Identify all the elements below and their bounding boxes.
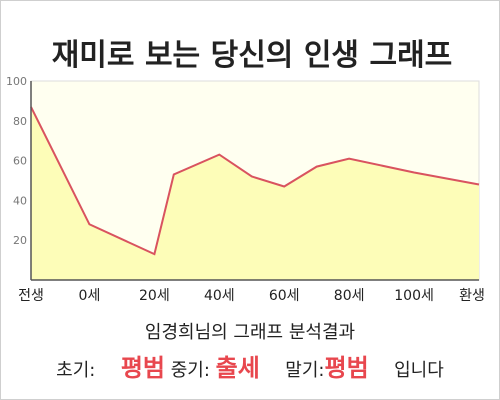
x-tick-label: 80세: [334, 288, 365, 304]
chart-title: 재미로 보는 당신의 인생 그래프: [52, 38, 453, 73]
x-tick-label: 전생: [18, 288, 44, 304]
late-value: 평범: [324, 354, 369, 382]
x-tick-label: 0세: [79, 288, 101, 304]
y-tick-label: 40: [13, 194, 27, 207]
x-tick-label: 40세: [204, 288, 235, 304]
x-tick-label: 60세: [269, 288, 300, 304]
x-tick-label: 100세: [394, 288, 434, 304]
x-tick-label: 환생: [459, 288, 485, 304]
analysis-result-line: 초기: 평범 중기: 출세 말기:평범 입니다: [0, 348, 500, 383]
early-value: 평범: [120, 354, 165, 382]
y-tick-label: 100: [6, 75, 27, 88]
life-graph-chart: 재미로 보는 당신의 인생 그래프 100 80 60 40 20 전생 0세 20세 40세…: [6, 38, 485, 304]
y-tick-label: 60: [13, 155, 27, 168]
early-label: 초기:: [56, 360, 96, 381]
middle-label: 중기:: [170, 360, 210, 381]
series-area-fill: [31, 106, 479, 281]
analysis-name-line: 임경희님의 그래프 분석결과: [144, 322, 356, 343]
ending-text: 입니다: [394, 360, 444, 381]
x-tick-label: 20세: [139, 288, 170, 304]
y-tick-label: 20: [13, 234, 27, 247]
late-label: 말기:: [285, 360, 325, 381]
series-line: [30, 106, 480, 256]
y-tick-label: 80: [13, 115, 27, 128]
middle-value: 출세: [215, 354, 260, 382]
